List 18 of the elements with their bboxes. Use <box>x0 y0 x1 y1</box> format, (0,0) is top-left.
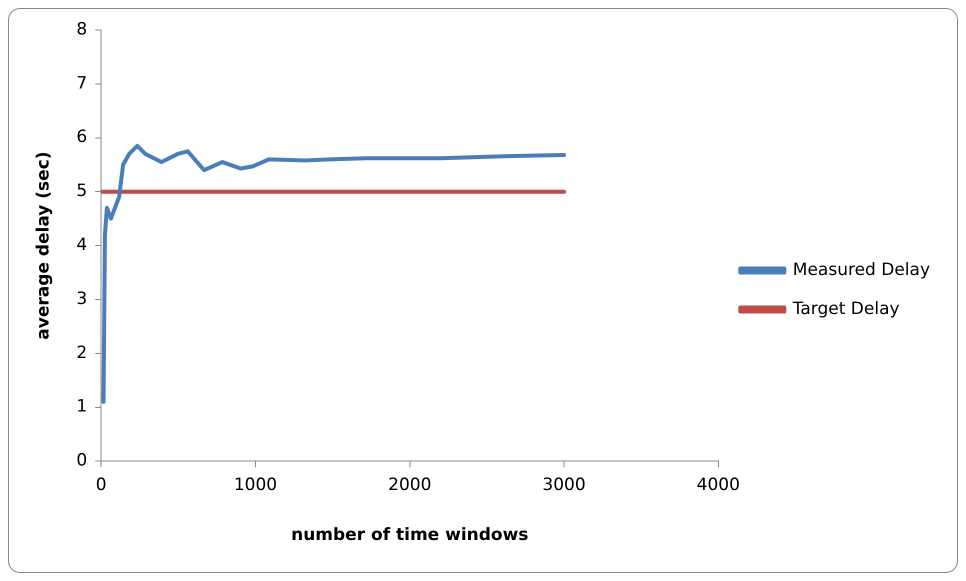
y-axis-title: average delay (sec) <box>34 151 54 340</box>
x-tick-label: 4000 <box>696 474 740 495</box>
y-tick-label: 0 <box>76 450 88 471</box>
legend-label: Measured Delay <box>792 260 930 280</box>
x-tick-label: 1000 <box>234 474 278 495</box>
x-tick-label: 2000 <box>388 474 432 495</box>
y-tick-label: 3 <box>76 288 88 309</box>
x-tick-label: 0 <box>96 474 107 495</box>
x-axis-title: number of time windows <box>291 525 528 546</box>
y-tick-label: 8 <box>76 19 88 40</box>
y-tick-label: 1 <box>76 396 88 417</box>
y-tick-label: 2 <box>76 342 88 363</box>
legend-label: Target Delay <box>792 298 900 319</box>
x-tick-label: 3000 <box>542 474 586 495</box>
y-tick-label: 7 <box>76 73 88 94</box>
y-tick-label: 5 <box>76 181 88 202</box>
y-tick-label: 6 <box>76 127 88 148</box>
y-tick-label: 4 <box>76 235 88 256</box>
